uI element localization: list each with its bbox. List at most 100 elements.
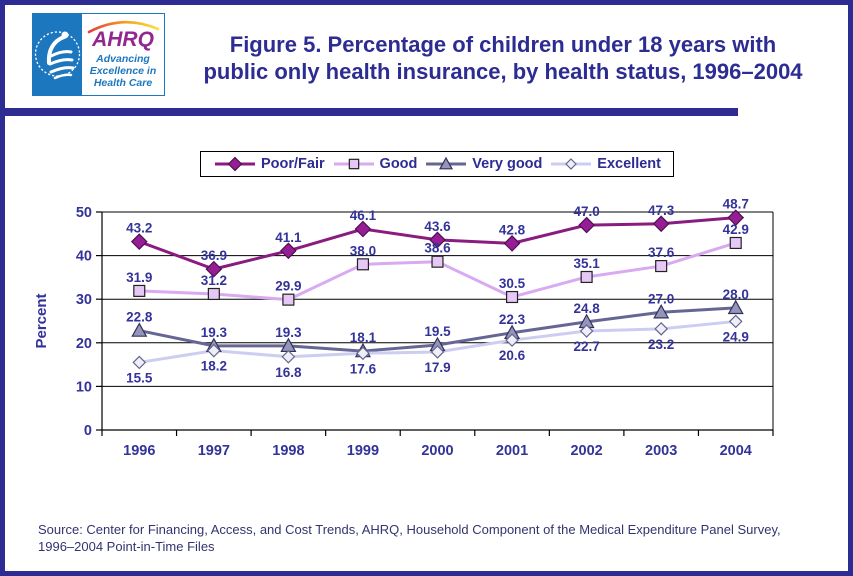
marker-poor-fair [280,242,297,260]
data-label-very-good: 19.3 [275,325,302,340]
marker-excellent [430,345,445,359]
marker-excellent [206,343,221,358]
marker-good [282,293,295,306]
data-label-excellent: 17.6 [350,361,377,376]
marker-poor-fair [652,215,670,233]
ahrq-tagline-line2: Excellence in [89,65,157,77]
data-label-poor-fair: 43.2 [126,221,152,236]
data-label-excellent: 17.9 [424,360,450,375]
marker-very-good [131,322,148,337]
marker-good [729,236,742,250]
data-label-poor-fair: 43.6 [424,219,451,234]
marker-poor-fair [205,260,223,278]
x-tick-label: 2001 [496,443,528,459]
legend-label-very-good: Very good [472,156,543,172]
data-label-very-good: 19.5 [424,324,451,339]
ahrq-tagline: Advancing Excellence in Health Care [82,53,164,89]
marker-poor-fair [727,209,745,227]
ahrq-wordmark-panel: AHRQ Advancing Excellence in Health Care [82,14,164,95]
legend-swatch-very-good [424,156,468,172]
data-label-poor-fair: 46.1 [350,208,377,223]
x-tick-label: 2004 [720,443,752,459]
x-tick-label: 2000 [421,443,453,459]
data-label-poor-fair: 47.0 [573,204,599,219]
marker-poor-fair [503,235,521,252]
marker-good [207,287,220,301]
legend-swatch-graphic-very-good [426,156,467,170]
marker-poor-fair [130,233,148,250]
data-label-excellent: 18.2 [201,359,227,374]
ahrq-hhs-logo: AHRQ Advancing Excellence in Health Care [32,13,165,96]
data-label-very-good: 22.8 [126,310,153,325]
data-label-poor-fair: 47.3 [648,203,675,218]
x-tick-label: 2002 [570,443,602,459]
x-tick-label: 1999 [347,443,379,459]
y-tick-label: 0 [84,423,92,439]
marker-very-good [439,156,454,170]
marker-poor-fair [429,231,446,249]
x-tick-label: 1996 [123,443,155,459]
data-label-good: 38.6 [424,241,451,256]
data-label-excellent: 22.7 [573,339,599,354]
data-label-good: 30.5 [499,276,526,291]
data-label-very-good: 28.0 [723,287,749,302]
y-tick-label: 30 [76,292,92,308]
ahrq-wordmark: AHRQ [92,28,154,51]
data-label-very-good: 24.8 [573,301,600,316]
data-label-excellent: 24.9 [723,329,749,344]
marker-good [505,290,519,304]
data-label-excellent: 16.8 [275,365,302,380]
marker-excellent [132,355,147,370]
legend-swatch-graphic-good [333,158,374,170]
x-tick-label: 1997 [198,443,230,459]
data-label-good: 29.9 [275,279,301,294]
legend-swatch-poor-fair [213,156,257,172]
chart-legend: Poor/Fair Good Very good Excellent [200,151,674,177]
data-label-very-good: 19.3 [201,325,228,340]
data-label-poor-fair: 41.1 [275,230,302,245]
marker-excellent [565,158,578,170]
hhs-seal [33,14,82,95]
marker-excellent [281,349,296,364]
line-chart: 0 10 20 30 40 50 1996 1997 1998 1999 2000 2001 2002 2… [33,197,774,459]
header-divider [5,108,738,116]
data-label-good: 37.6 [648,245,675,260]
data-label-very-good: 18.1 [350,330,377,345]
x-tick-label: 2003 [645,443,677,459]
data-label-good: 35.1 [573,256,600,271]
legend-item-very-good: Very good [424,156,542,172]
marker-poor-fair [227,156,243,172]
legend-item-poor-fair: Poor/Fair [213,156,325,172]
legend-swatch-graphic-poor-fair [215,156,255,172]
marker-good [133,284,146,297]
marker-poor-fair [578,216,595,234]
y-tick-label: 50 [76,205,92,221]
data-label-poor-fair: 42.8 [499,222,526,237]
marker-excellent [654,321,669,336]
marker-very-good [653,304,670,319]
marker-excellent [356,346,370,361]
ahrq-arc-icon [87,20,160,34]
data-label-good: 31.2 [201,273,227,288]
y-tick-label: 10 [76,379,92,395]
source-note-line2: 1996–2004 Point-in-Time Files [38,539,215,554]
data-label-very-good: 22.3 [499,312,526,327]
legend-label-poor-fair: Poor/Fair [261,156,325,172]
marker-excellent [579,324,594,338]
marker-good [356,258,370,271]
data-label-excellent: 23.2 [648,337,674,352]
marker-very-good [727,299,744,315]
figure-title: Figure 5. Percentage of children under 1… [165,31,841,85]
data-label-excellent: 20.6 [499,348,526,363]
figure-title-line1: Figure 5. Percentage of children under 1… [229,32,777,57]
data-label-good: 38.0 [350,243,376,258]
legend-label-excellent: Excellent [597,156,661,172]
marker-good [655,260,668,273]
data-label-poor-fair: 36.9 [201,248,227,263]
legend-item-excellent: Excellent [549,156,661,172]
marker-good [431,255,444,268]
source-note-line1: Source: Center for Financing, Access, an… [38,522,781,537]
marker-poor-fair [354,220,372,238]
source-note: Source: Center for Financing, Access, an… [38,521,828,555]
legend-item-good: Good [332,156,417,172]
